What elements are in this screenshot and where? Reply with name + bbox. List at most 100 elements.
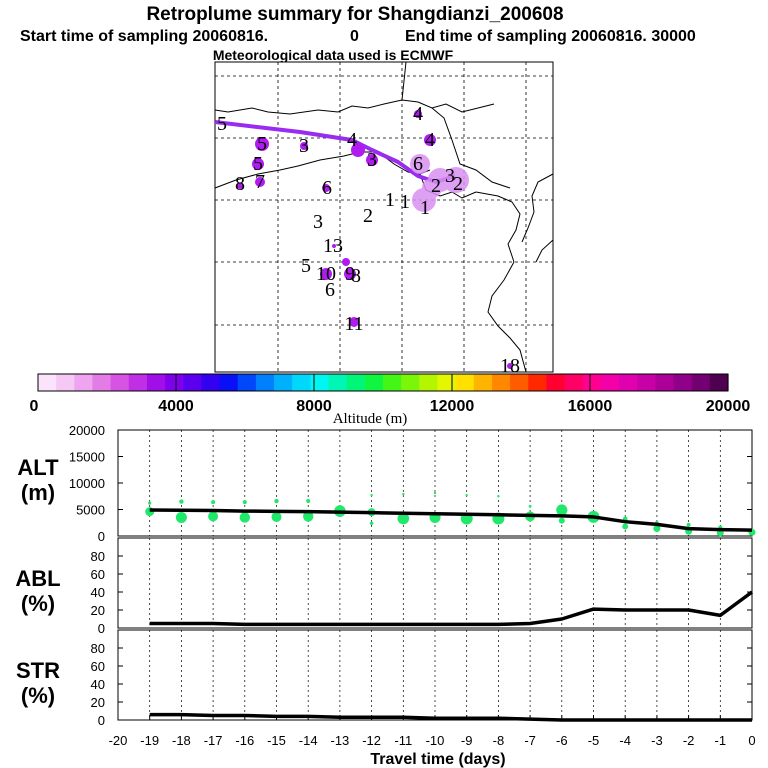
map-label: 2 (431, 175, 441, 197)
x-tick-label: -6 (556, 733, 568, 748)
altitude-dot (465, 493, 468, 497)
colorbar-cell (455, 374, 475, 391)
y-tick-label: 80 (91, 641, 105, 656)
colorbar-cell (237, 374, 257, 391)
y-tick-label: 20 (91, 603, 105, 618)
altitude-line (149, 508, 753, 532)
colorbar-cell (128, 374, 148, 391)
y-tick-label: 0 (98, 621, 105, 636)
altitude-dot (211, 500, 216, 505)
x-tick-label: -11 (394, 733, 412, 748)
x-tick-label: -15 (267, 733, 286, 748)
map-label: 5 (257, 133, 267, 155)
met-data-line: Meteorological data used is ECMWF (213, 47, 454, 63)
colorbar-cell (74, 374, 94, 391)
x-tick-label: -9 (461, 733, 473, 748)
colorbar-cell (401, 374, 420, 391)
colorbar-cell (437, 374, 457, 391)
x-tick-label: -4 (619, 733, 631, 748)
map-label: 8 (235, 173, 245, 195)
altitude-dot (175, 511, 187, 523)
y-tick-label: 15000 (69, 450, 105, 465)
plume-markers (237, 110, 513, 369)
panel-label: ABL (15, 566, 60, 591)
altitude-dot (370, 493, 373, 497)
colorbar-cell (183, 374, 203, 391)
colorbar-cell (546, 374, 566, 391)
map-label: 3 (445, 165, 455, 187)
figure-title: Retroplume summary for Shangdianzi_20060… (146, 4, 563, 25)
y-tick-label: 0 (98, 529, 105, 544)
y-tick-label: 20000 (69, 423, 105, 438)
altitude-dot (239, 512, 250, 523)
plume-halos (410, 154, 469, 212)
colorbar-cell (165, 374, 184, 391)
map-label: 3 (313, 211, 323, 233)
colorbar-cell (691, 374, 711, 391)
colorbar-cell (473, 374, 493, 391)
y-tick-label: 60 (91, 567, 105, 582)
x-tick-label: -3 (651, 733, 663, 748)
altitude-dot (303, 511, 314, 522)
colorbar-cell (582, 374, 602, 391)
y-tick-label: 40 (91, 585, 105, 600)
y-tick-label: 0 (98, 713, 105, 728)
start-time-label: Start time of sampling 20060816. (20, 28, 268, 45)
colorbar-cell (56, 374, 75, 391)
x-tick-label: -20 (109, 733, 128, 748)
colorbar-cell (655, 374, 675, 391)
altitude-dot (271, 511, 282, 522)
colorbar-cell (146, 374, 166, 391)
panel-unit: (m) (21, 480, 55, 505)
map-label: 5 (301, 255, 311, 277)
map-label: 2 (453, 173, 463, 195)
altitude-dot (558, 517, 565, 524)
map-label: 1 (400, 191, 410, 213)
x-tick-label: -18 (172, 733, 191, 748)
map-label: 5 (217, 113, 227, 135)
start-time-value: 0 (350, 28, 359, 45)
x-tick-label: -13 (331, 733, 350, 748)
x-tick-label: 0 (748, 733, 755, 748)
colorbar-cell (219, 374, 239, 391)
altitude-dot (274, 498, 279, 504)
colorbar-cell (92, 374, 112, 391)
colorbar-cell (38, 374, 57, 391)
y-tick-label: 10000 (69, 476, 105, 491)
colorbar-cell (292, 374, 311, 391)
panel-abl: 0 20 40 60 80 ABL(%) (15, 537, 754, 636)
colorbar-cell (491, 374, 511, 391)
y-tick-label: 80 (91, 549, 105, 564)
series-line (149, 590, 754, 627)
colorbar-cell (619, 374, 638, 391)
altitude-dot (148, 501, 152, 505)
colorbar-cell (346, 374, 366, 391)
time-series-panels: 05000100001500020000ALT(m)020406080ABL(%… (15, 423, 756, 728)
y-tick-label: 60 (91, 659, 105, 674)
altitude-dot (433, 491, 437, 495)
x-tick-label: -10 (426, 733, 445, 748)
map-label: 4 (425, 129, 435, 151)
x-tick-label: -16 (235, 733, 254, 748)
altitude-dot (242, 500, 247, 505)
panel-label: ALT (17, 455, 59, 480)
x-tick-label: -19 (140, 733, 159, 748)
map-label: 6 (322, 177, 332, 199)
panel-unit: (%) (21, 683, 55, 708)
end-time-label: End time of sampling 20060816. 30000 (405, 28, 696, 45)
x-tick-label: -14 (299, 733, 318, 748)
altitude-dot (686, 522, 691, 527)
map-label: 2 (363, 205, 373, 227)
altitude-dot (528, 504, 532, 508)
colorbar-cell (528, 374, 548, 391)
colorbar-cell (364, 374, 384, 391)
y-tick-label: 40 (91, 677, 105, 692)
map-label: 1 (385, 189, 395, 211)
x-tick-label: -17 (204, 733, 223, 748)
map-grid (215, 62, 553, 372)
series-line (149, 712, 752, 722)
map-label: 10 (316, 263, 336, 285)
